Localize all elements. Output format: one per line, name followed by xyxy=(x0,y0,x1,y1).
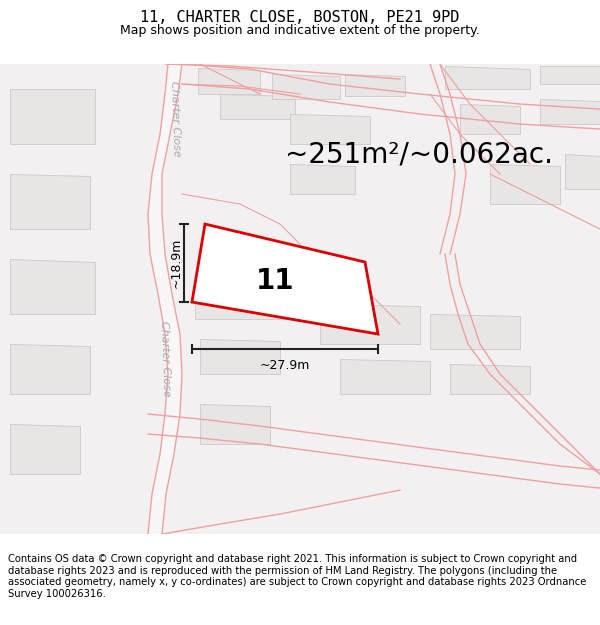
Polygon shape xyxy=(192,224,378,334)
Text: ~251m²/~0.062ac.: ~251m²/~0.062ac. xyxy=(285,140,553,168)
Text: 11, CHARTER CLOSE, BOSTON, PE21 9PD: 11, CHARTER CLOSE, BOSTON, PE21 9PD xyxy=(140,10,460,25)
Polygon shape xyxy=(345,74,405,96)
Polygon shape xyxy=(540,99,600,124)
Polygon shape xyxy=(10,89,95,144)
Polygon shape xyxy=(450,364,530,394)
Text: Charter Close: Charter Close xyxy=(158,321,172,397)
Text: ~27.9m: ~27.9m xyxy=(260,359,310,372)
Polygon shape xyxy=(200,404,270,444)
Polygon shape xyxy=(10,259,95,314)
Polygon shape xyxy=(565,154,600,189)
Polygon shape xyxy=(290,164,355,194)
Polygon shape xyxy=(200,339,280,374)
Text: Map shows position and indicative extent of the property.: Map shows position and indicative extent… xyxy=(120,24,480,36)
Polygon shape xyxy=(340,359,430,394)
Polygon shape xyxy=(10,174,90,229)
Polygon shape xyxy=(272,74,340,99)
Polygon shape xyxy=(540,66,600,84)
Polygon shape xyxy=(148,64,182,534)
Polygon shape xyxy=(430,314,520,349)
Polygon shape xyxy=(10,424,80,474)
Polygon shape xyxy=(195,284,290,319)
Polygon shape xyxy=(290,114,370,144)
Text: 11: 11 xyxy=(256,266,294,294)
Polygon shape xyxy=(445,66,530,89)
Text: Charter Close: Charter Close xyxy=(169,81,181,157)
Polygon shape xyxy=(10,344,90,394)
Polygon shape xyxy=(198,68,260,94)
Text: ~18.9m: ~18.9m xyxy=(170,238,182,288)
Polygon shape xyxy=(320,304,420,344)
Polygon shape xyxy=(490,164,560,204)
Text: Contains OS data © Crown copyright and database right 2021. This information is : Contains OS data © Crown copyright and d… xyxy=(8,554,586,599)
Polygon shape xyxy=(220,94,295,119)
Polygon shape xyxy=(460,104,520,134)
